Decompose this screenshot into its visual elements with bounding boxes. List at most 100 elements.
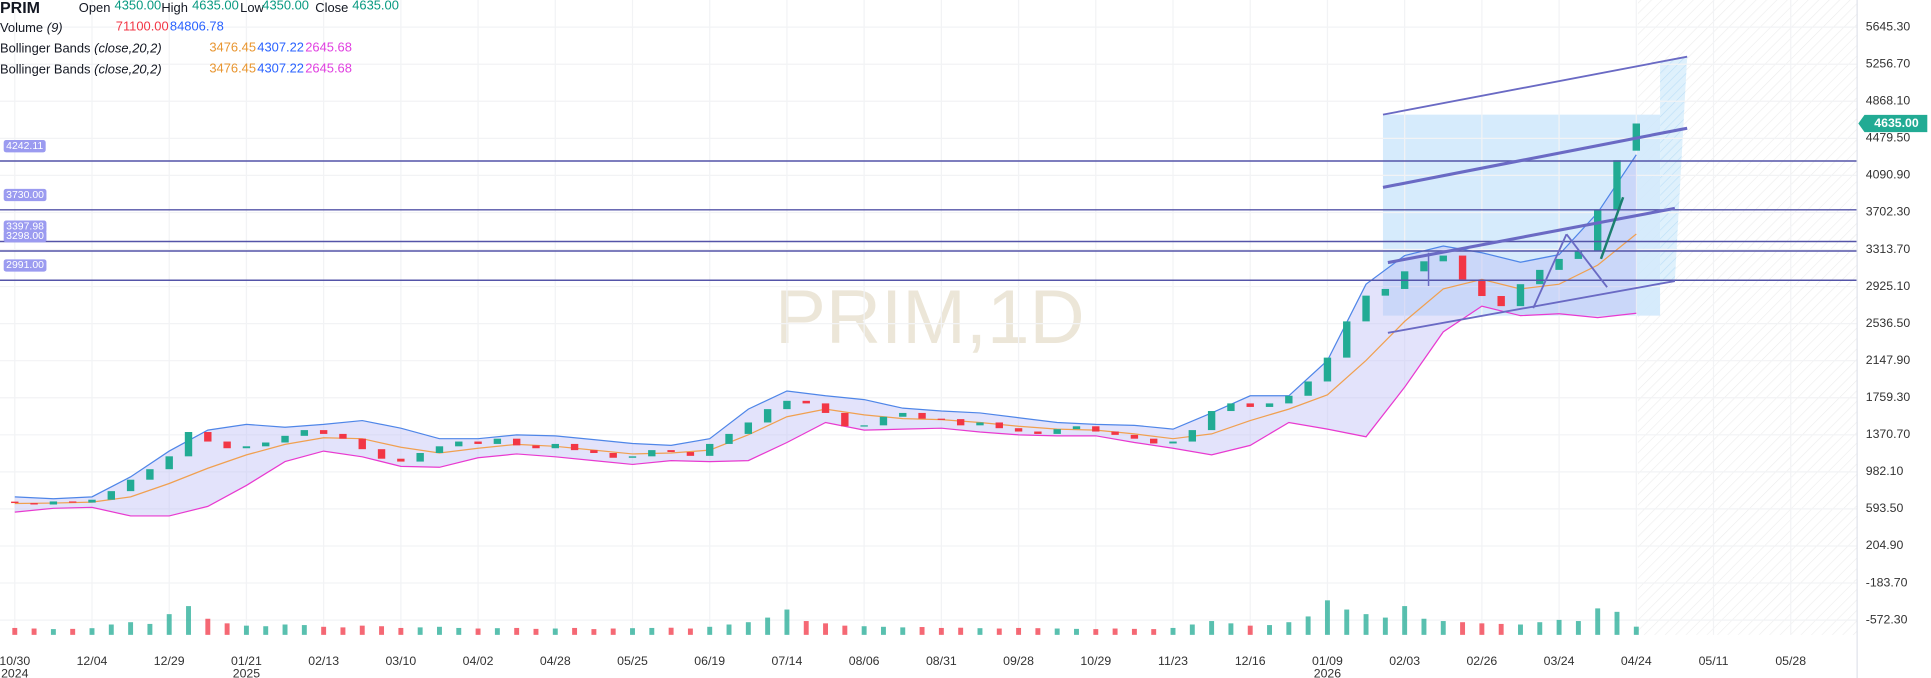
y-tick-label: 1370.70 <box>1866 427 1911 441</box>
candle <box>532 445 540 449</box>
candle <box>377 449 386 459</box>
price-tag-label: 4635.00 <box>1874 116 1919 130</box>
volume-bar <box>591 629 597 635</box>
x-tick-label: 08/31 <box>926 654 957 668</box>
candle <box>126 479 135 492</box>
volume-bar <box>494 628 500 635</box>
candle <box>783 400 791 410</box>
candle <box>262 442 270 447</box>
x-tick-label: 10/29 <box>1080 654 1111 668</box>
indicator-value: 3476.45 <box>209 39 256 54</box>
candle <box>319 430 328 434</box>
candle <box>899 412 907 417</box>
ohlc-label: Close <box>315 0 348 15</box>
indicator-params: (close,20,2) <box>94 41 161 56</box>
volume-bar <box>417 627 423 635</box>
level-label: 4242.11 <box>6 141 43 152</box>
volume-bar <box>880 626 886 635</box>
x-tick-label: 12/16 <box>1235 654 1266 668</box>
volume-bar <box>1460 622 1466 635</box>
ohlc-value: 4350.00 <box>115 0 162 13</box>
candle <box>1343 321 1351 358</box>
volume-bar <box>1614 611 1620 635</box>
ohlc-label: High <box>161 0 188 15</box>
level-tag <box>3 188 47 202</box>
volume-bar <box>89 628 95 635</box>
ohlc-value: 4350.00 <box>262 0 309 13</box>
volume-bar <box>610 628 616 635</box>
volume-bar <box>1035 628 1041 635</box>
candle <box>628 456 637 458</box>
candle <box>879 416 888 426</box>
candle <box>1323 357 1332 382</box>
candle <box>860 425 868 427</box>
volume-bar <box>1556 619 1562 635</box>
candle <box>744 422 753 434</box>
x-tick-label: 01/21 <box>231 654 262 668</box>
x-tick-label: 10/30 <box>0 654 30 668</box>
volume-bar <box>147 623 153 635</box>
pattern-line <box>1532 233 1568 309</box>
volume-bar <box>1633 626 1639 635</box>
level-label: 2991.00 <box>6 260 44 271</box>
x-tick-label: 05/11 <box>1699 654 1729 668</box>
volume-bar <box>379 626 385 635</box>
volume-bar <box>1479 623 1485 635</box>
candle <box>1014 428 1023 432</box>
candle <box>918 412 926 419</box>
candle <box>551 443 559 449</box>
candle <box>1420 261 1428 272</box>
indicator-value: 4307.22 <box>257 39 304 54</box>
ohlc-label: Open <box>79 0 111 15</box>
candle <box>1227 403 1235 412</box>
x-tick-label: 03/10 <box>385 654 416 668</box>
volume-bar <box>958 627 964 635</box>
candle <box>1574 250 1583 259</box>
candle <box>570 443 579 451</box>
x-tick-label: 02/26 <box>1466 654 1497 668</box>
y-tick-label: 3702.30 <box>1866 205 1911 219</box>
volume-bar <box>263 626 269 635</box>
x-tick-label: 05/25 <box>617 654 648 668</box>
y-tick-label: -572.30 <box>1866 612 1908 626</box>
volume-bar <box>1537 622 1543 635</box>
volume-bar <box>108 624 114 635</box>
volume-bar <box>243 625 249 635</box>
y-tick-label: 3313.70 <box>1866 242 1911 256</box>
candle <box>956 419 965 426</box>
level-label: 3730.00 <box>6 190 44 201</box>
trend-line <box>1387 206 1676 265</box>
volume-bar <box>1054 628 1060 635</box>
volume-bar <box>687 628 693 635</box>
volume-bar <box>996 628 1002 635</box>
x-tick-label: 08/06 <box>849 654 880 668</box>
volume-bar <box>1286 622 1292 635</box>
candle <box>146 469 154 480</box>
volume-bar <box>1382 617 1388 635</box>
candle <box>300 430 309 436</box>
y-tick-label: 5256.70 <box>1866 56 1911 70</box>
volume-bar <box>456 627 462 635</box>
candle <box>821 403 830 413</box>
volume-bar <box>630 628 635 635</box>
pattern-line <box>1599 196 1625 260</box>
volume-bar <box>765 617 771 635</box>
pattern-line <box>1565 233 1608 288</box>
candle <box>339 433 347 439</box>
candle <box>1439 255 1447 262</box>
ohlc-label: Low <box>240 0 264 15</box>
y-tick-label: 204.90 <box>1866 538 1904 552</box>
y-tick-label: 5645.30 <box>1866 19 1911 33</box>
volume-bar <box>224 623 230 635</box>
y-tick-label: 1759.30 <box>1866 390 1911 404</box>
x-tick-label: 02/03 <box>1389 654 1420 668</box>
candle <box>223 441 231 449</box>
volume-bar <box>668 627 674 635</box>
symbol: PRIM <box>0 0 40 17</box>
candle <box>802 400 810 404</box>
indicator-name: Bollinger Bands <box>0 62 90 77</box>
volume-bar <box>533 628 539 635</box>
volume-bar <box>745 622 751 635</box>
